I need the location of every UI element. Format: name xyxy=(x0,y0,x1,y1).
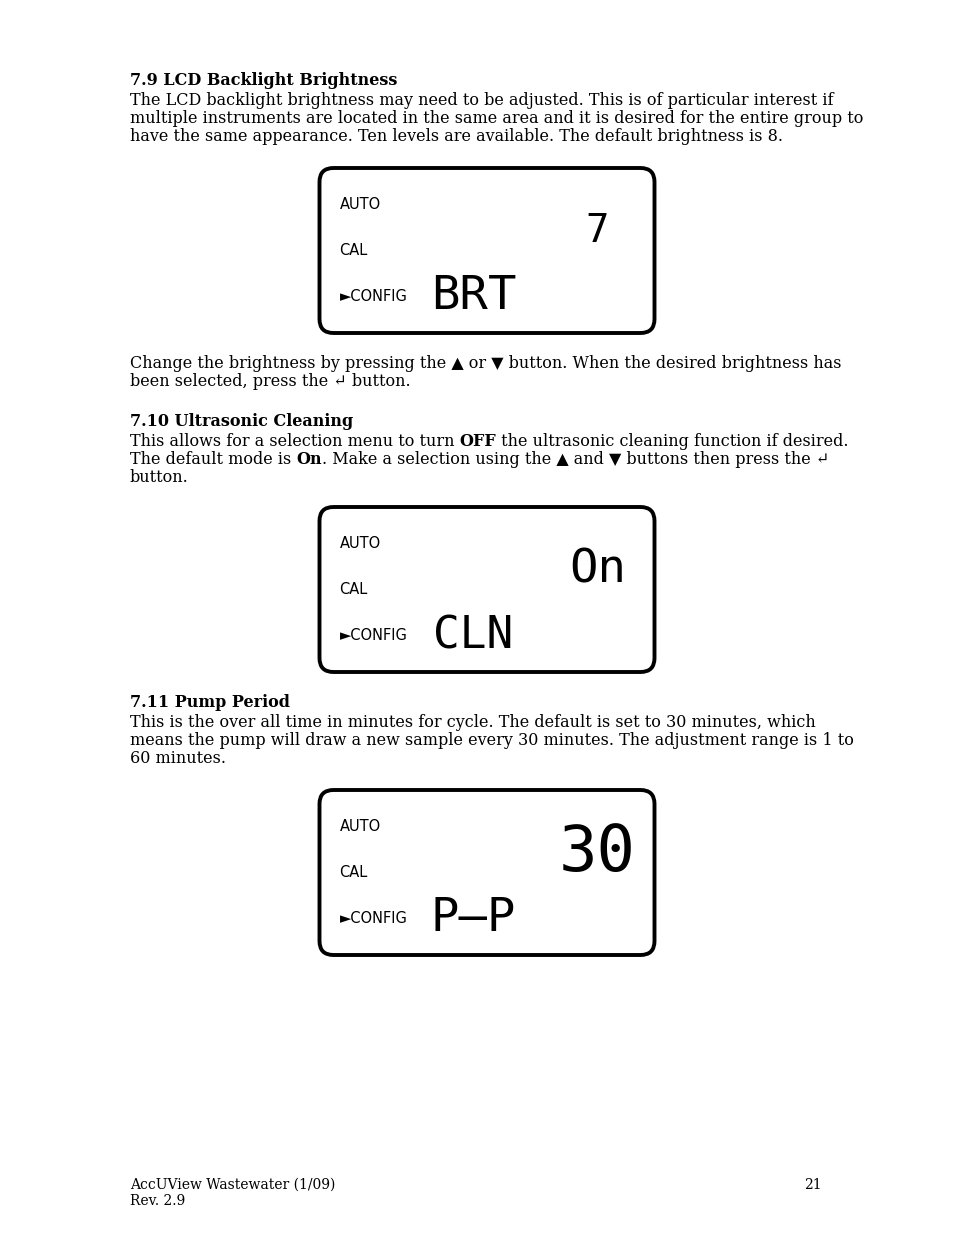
Text: CAL: CAL xyxy=(339,864,367,881)
Text: 30: 30 xyxy=(558,821,636,884)
Text: means the pump will draw a new sample every 30 minutes. The adjustment range is : means the pump will draw a new sample ev… xyxy=(130,732,853,748)
Text: OFF: OFF xyxy=(459,433,496,450)
Text: ►CONFIG: ►CONFIG xyxy=(339,629,407,643)
Text: CLN: CLN xyxy=(433,614,513,657)
Text: 7.11 Pump Period: 7.11 Pump Period xyxy=(130,694,290,711)
Text: On: On xyxy=(296,451,322,468)
Text: 21: 21 xyxy=(803,1178,821,1192)
Text: multiple instruments are located in the same area and it is desired for the enti: multiple instruments are located in the … xyxy=(130,110,862,127)
Text: 7.10 Ultrasonic Cleaning: 7.10 Ultrasonic Cleaning xyxy=(130,412,353,430)
Text: Rev. 2.9: Rev. 2.9 xyxy=(130,1194,185,1208)
Text: 7.9 LCD Backlight Brightness: 7.9 LCD Backlight Brightness xyxy=(130,72,397,89)
Text: The default mode is: The default mode is xyxy=(130,451,296,468)
FancyBboxPatch shape xyxy=(319,508,654,672)
Text: CAL: CAL xyxy=(339,582,367,597)
Text: button.: button. xyxy=(130,469,189,487)
Text: This is the over all time in minutes for cycle. The default is set to 30 minutes: This is the over all time in minutes for… xyxy=(130,714,815,731)
Text: On: On xyxy=(568,547,625,593)
Text: Change the brightness by pressing the ▲ or ▼ button. When the desired brightness: Change the brightness by pressing the ▲ … xyxy=(130,354,841,372)
Text: AccUView Wastewater (1/09): AccUView Wastewater (1/09) xyxy=(130,1178,335,1192)
Text: been selected, press the ↵ button.: been selected, press the ↵ button. xyxy=(130,373,410,390)
Text: CAL: CAL xyxy=(339,243,367,258)
Text: 60 minutes.: 60 minutes. xyxy=(130,750,226,767)
Text: ►CONFIG: ►CONFIG xyxy=(339,911,407,926)
Text: ►CONFIG: ►CONFIG xyxy=(339,289,407,304)
Text: The LCD backlight brightness may need to be adjusted. This is of particular inte: The LCD backlight brightness may need to… xyxy=(130,91,833,109)
Text: P–P: P–P xyxy=(431,897,516,941)
Text: the ultrasonic cleaning function if desired.: the ultrasonic cleaning function if desi… xyxy=(496,433,848,450)
Text: AUTO: AUTO xyxy=(339,196,380,211)
Text: have the same appearance. Ten levels are available. The default brightness is 8.: have the same appearance. Ten levels are… xyxy=(130,128,782,144)
Text: This allows for a selection menu to turn: This allows for a selection menu to turn xyxy=(130,433,459,450)
Text: AUTO: AUTO xyxy=(339,536,380,551)
Text: BRT: BRT xyxy=(431,274,516,319)
Text: AUTO: AUTO xyxy=(339,819,380,834)
FancyBboxPatch shape xyxy=(319,790,654,955)
Text: 7: 7 xyxy=(585,211,609,249)
Text: . Make a selection using the ▲ and ▼ buttons then press the ↵: . Make a selection using the ▲ and ▼ but… xyxy=(322,451,828,468)
FancyBboxPatch shape xyxy=(319,168,654,333)
